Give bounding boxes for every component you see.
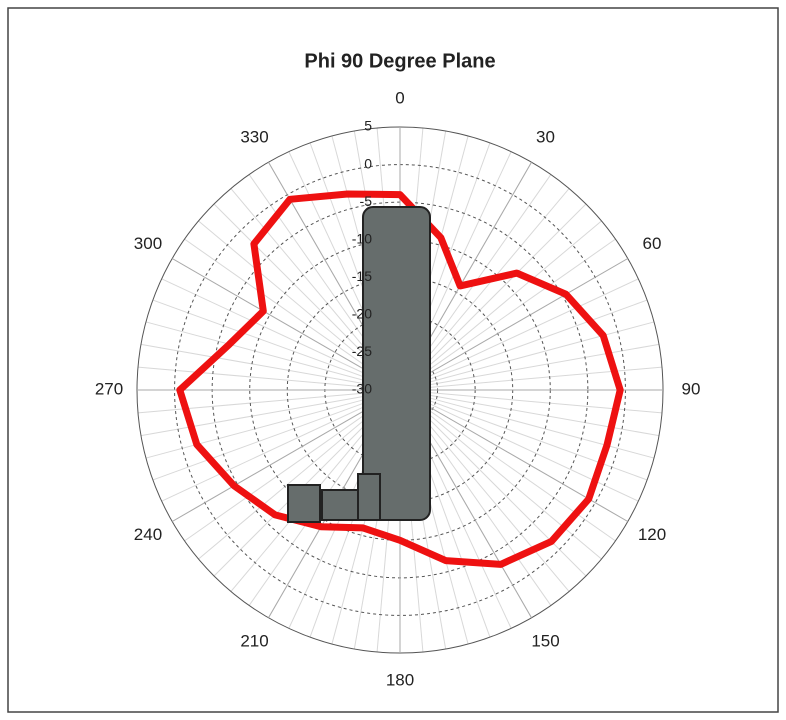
r-tick-label: -15	[352, 268, 372, 284]
theta-tick-label: 30	[536, 127, 555, 146]
theta-tick-label: 120	[638, 525, 666, 544]
theta-tick-label: 60	[643, 234, 662, 253]
theta-tick-label: 330	[240, 127, 268, 146]
r-tick-label: -20	[352, 306, 372, 322]
theta-tick-label: 300	[134, 234, 162, 253]
theta-tick-label: 210	[240, 631, 268, 650]
r-tick-label: -30	[352, 381, 372, 397]
device-part	[358, 474, 380, 520]
device-part	[288, 485, 320, 522]
r-tick-label: -25	[352, 343, 372, 359]
theta-tick-label: 270	[95, 379, 123, 398]
r-tick-label: -10	[352, 230, 372, 246]
chart: Phi 90 Degree Plane 5 0 -5 -10 -15 -20 -25 -30 0…	[0, 0, 786, 720]
theta-tick-label: 180	[386, 670, 414, 689]
theta-tick-label: 90	[682, 379, 701, 398]
theta-tick-label: 150	[531, 631, 559, 650]
theta-tick-label: 0	[395, 88, 404, 107]
chart-title: Phi 90 Degree Plane	[304, 50, 495, 72]
r-tick-label: 5	[364, 118, 372, 134]
r-tick-label: -5	[360, 193, 373, 209]
r-tick-label: 0	[364, 155, 372, 171]
page: {"chart_data": {"type": "polar", "title"…	[0, 0, 786, 720]
theta-tick-label: 240	[134, 525, 162, 544]
device-part	[322, 490, 359, 520]
